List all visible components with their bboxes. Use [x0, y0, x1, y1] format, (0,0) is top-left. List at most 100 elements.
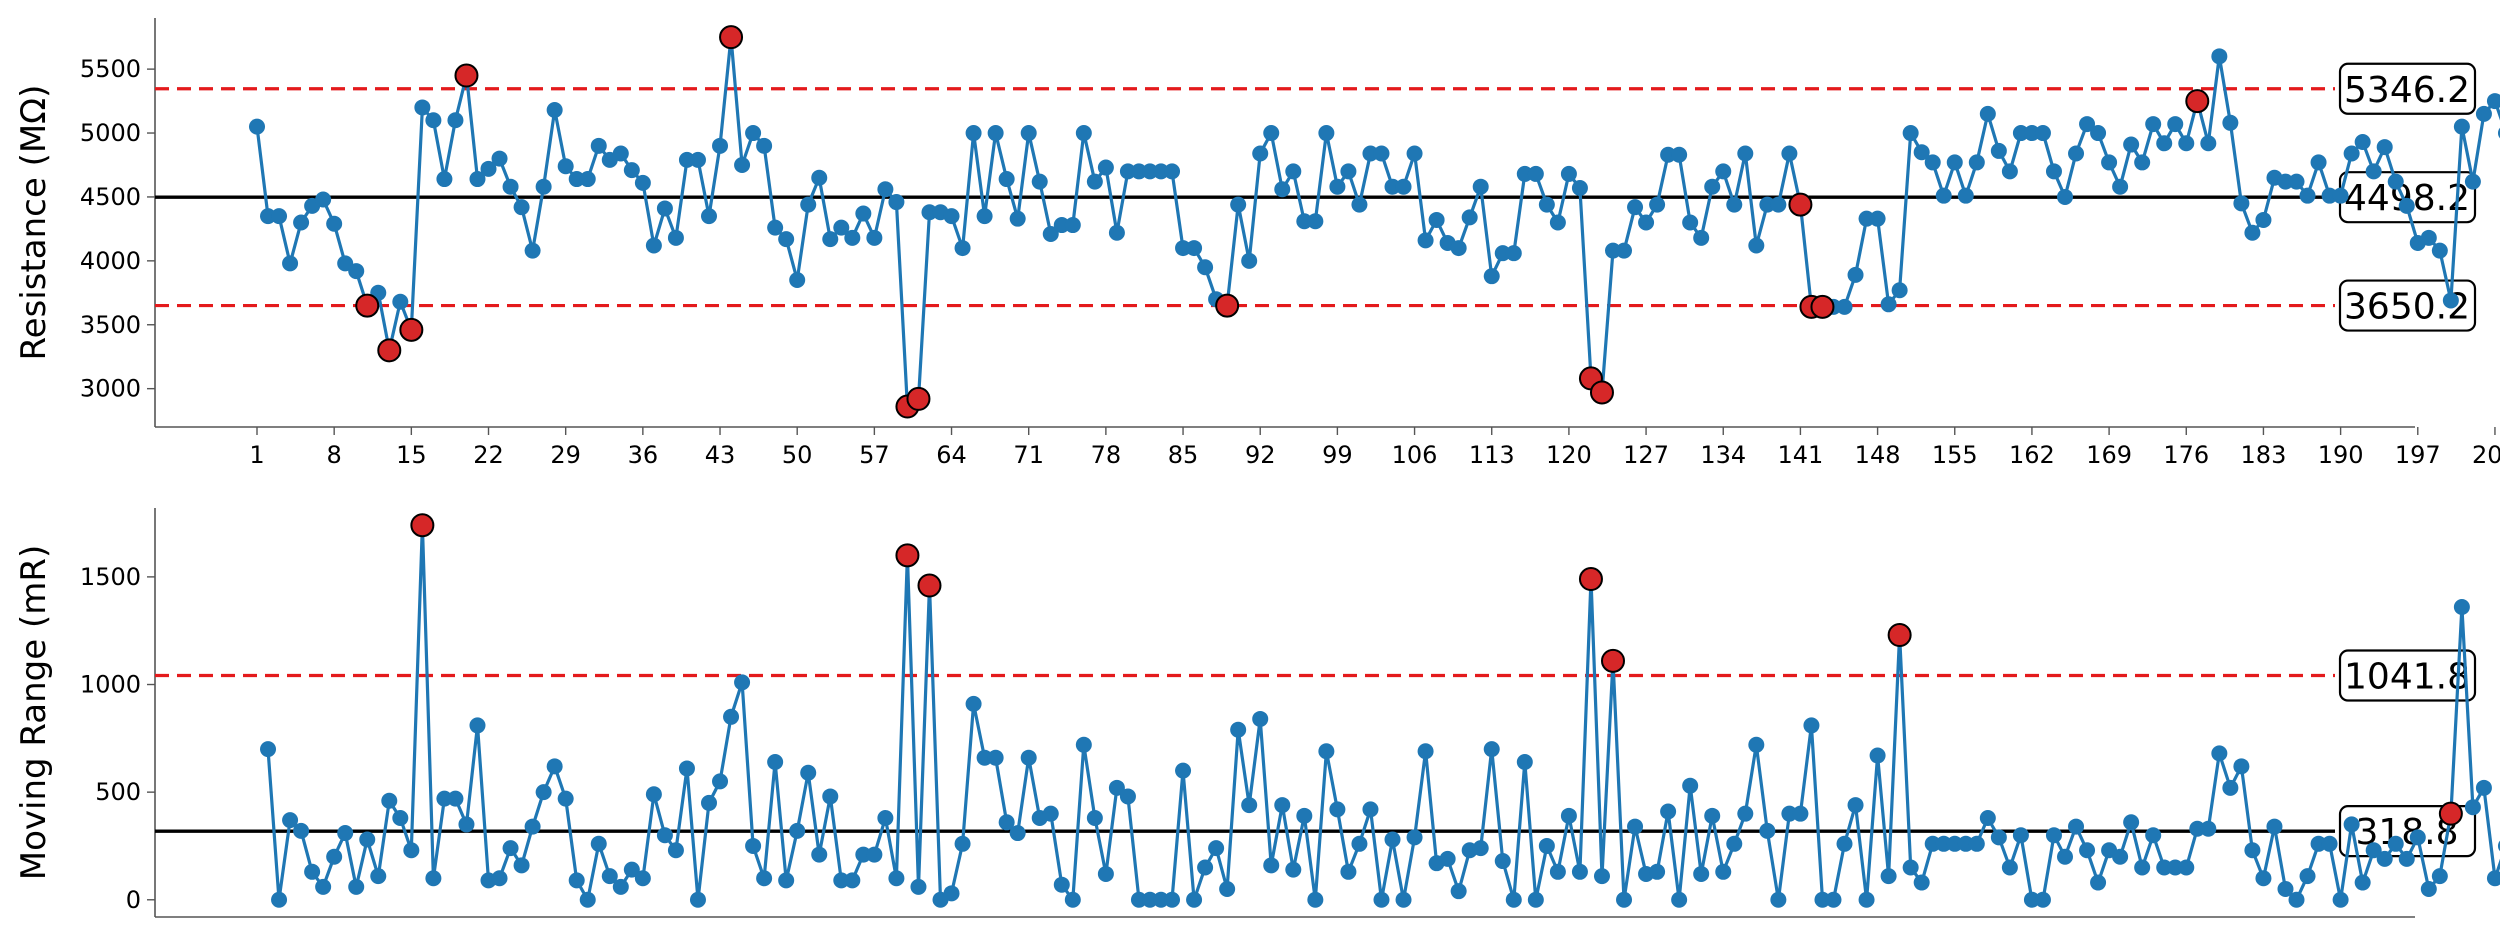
- data-point: [1891, 282, 1908, 299]
- data-point: [844, 872, 861, 889]
- data-point: [767, 754, 784, 771]
- data-point: [1505, 245, 1522, 262]
- data-point: [2178, 859, 2195, 876]
- y-tick-label: 0: [126, 886, 141, 914]
- data-point: [2431, 868, 2448, 885]
- out-of-control-point: [1887, 623, 1912, 648]
- data-point: [2079, 116, 2096, 133]
- data-point: [282, 255, 299, 272]
- x-tick-label: 204: [2472, 441, 2500, 469]
- out-of-control-point: [355, 293, 380, 318]
- data-point: [1340, 863, 1357, 880]
- data-point: [1748, 237, 1765, 254]
- x-tick-label: 15: [396, 441, 427, 469]
- data-point: [1527, 165, 1544, 182]
- data-point: [1097, 159, 1114, 176]
- x-tick-label: 120: [1546, 441, 1592, 469]
- data-point: [2365, 842, 2382, 859]
- data-point: [1836, 298, 1853, 315]
- data-point: [579, 171, 596, 188]
- out-of-control-point: [377, 338, 402, 363]
- data-point: [1450, 240, 1467, 257]
- data-point: [1759, 822, 1776, 839]
- out-of-control-point: [1788, 192, 1813, 217]
- data-point: [447, 790, 464, 807]
- data-point: [1119, 788, 1136, 805]
- data-point: [1560, 165, 1577, 182]
- data-point: [811, 169, 828, 186]
- data-point: [1097, 865, 1114, 882]
- data-point: [1990, 142, 2007, 159]
- data-point: [1968, 835, 1985, 852]
- x-tick-label: 1: [249, 441, 264, 469]
- data-point: [888, 870, 905, 887]
- data-point: [1417, 743, 1434, 760]
- data-point: [1913, 144, 1930, 161]
- data-point: [557, 790, 574, 807]
- data-point: [1373, 145, 1390, 162]
- data-point: [1351, 835, 1368, 852]
- y-tick-label: 500: [95, 778, 141, 806]
- data-point: [249, 118, 265, 135]
- data-point: [1847, 797, 1864, 814]
- data-point: [337, 825, 354, 842]
- out-of-control-point: [1601, 648, 1625, 673]
- data-point: [2200, 135, 2217, 152]
- y-axis-title: Moving Range (mR): [14, 545, 54, 880]
- data-point: [2167, 116, 2184, 133]
- data-point: [701, 208, 717, 225]
- data-point: [2398, 850, 2415, 867]
- out-of-control-point: [410, 513, 435, 538]
- ucl-limit-label: 5346.2: [2344, 70, 2470, 111]
- data-point: [1913, 874, 1930, 891]
- data-point: [1274, 797, 1291, 814]
- data-point: [260, 208, 277, 225]
- data-point: [1560, 807, 1577, 824]
- y-tick-label: 1000: [80, 671, 141, 699]
- data-point: [2255, 211, 2272, 228]
- data-point: [2200, 820, 2217, 837]
- data-point: [712, 137, 729, 154]
- data-point: [491, 150, 508, 167]
- data-point: [1428, 211, 1445, 228]
- data-point: [293, 214, 310, 231]
- data-point: [1627, 818, 1644, 835]
- x-tick-label: 148: [1855, 441, 1901, 469]
- data-point: [1362, 801, 1379, 818]
- data-point: [965, 695, 982, 712]
- data-point: [491, 870, 508, 887]
- data-point: [1086, 809, 1103, 826]
- data-point: [1153, 891, 1169, 908]
- data-point: [1119, 163, 1136, 180]
- x-tick-label: 92: [1245, 441, 1276, 469]
- data-point: [2189, 820, 2206, 837]
- data-point: [1494, 853, 1511, 870]
- data-point: [1031, 173, 1048, 190]
- data-point: [667, 842, 684, 859]
- data-point: [2266, 818, 2283, 835]
- data-point: [381, 792, 398, 809]
- data-point: [2023, 125, 2040, 142]
- y-tick-label: 3500: [80, 311, 141, 339]
- data-point: [1164, 891, 1181, 908]
- data-point: [800, 196, 817, 213]
- data-point: [1042, 805, 1059, 822]
- data-point: [1483, 741, 1500, 758]
- data-point: [987, 749, 1004, 766]
- data-point: [1296, 807, 1313, 824]
- out-of-control-point: [1578, 567, 1603, 592]
- data-point: [568, 872, 585, 889]
- data-point: [1759, 196, 1776, 213]
- data-point: [469, 171, 486, 188]
- data-point: [2045, 163, 2062, 180]
- data-point: [2001, 163, 2018, 180]
- data-point: [2486, 93, 2500, 110]
- data-point: [1979, 809, 1996, 826]
- data-point: [2497, 840, 2500, 852]
- data-point: [2453, 118, 2470, 135]
- data-point: [260, 741, 277, 758]
- data-point: [436, 790, 453, 807]
- x-tick-label: 183: [2241, 441, 2287, 469]
- data-point: [943, 208, 960, 225]
